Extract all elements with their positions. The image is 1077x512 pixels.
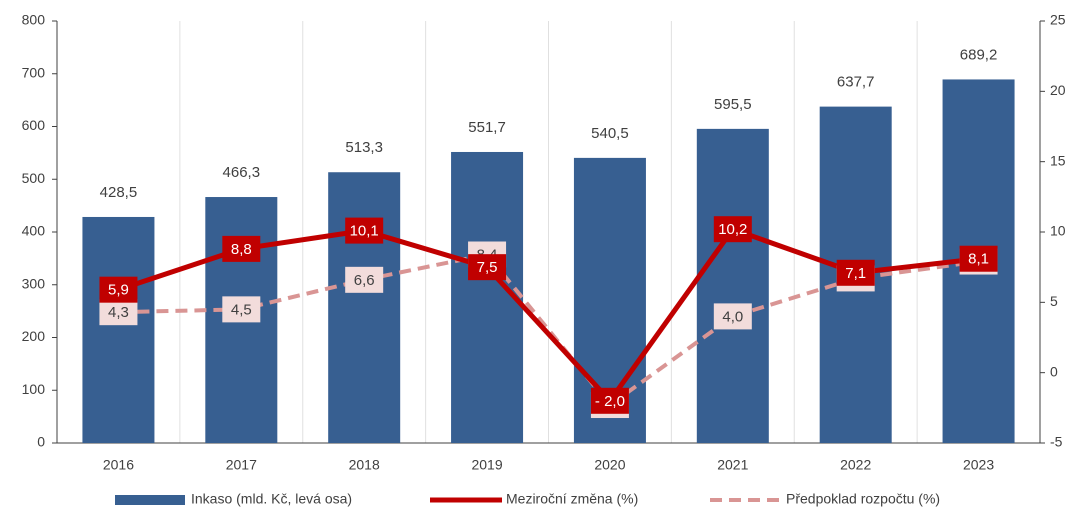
y2-tick-label: 20	[1050, 82, 1066, 98]
x-tick-label: 2022	[840, 457, 871, 473]
bar-value-label: 551,7	[468, 119, 506, 136]
line-value-label: 5,9	[108, 282, 129, 299]
y2-tick-label: 5	[1050, 293, 1058, 309]
line-label-box	[959, 245, 998, 272]
x-tick-label: 2023	[963, 457, 994, 473]
bar	[328, 172, 401, 443]
legend-label: Inkaso (mld. Kč, levá osa)	[191, 491, 352, 507]
y-tick-label: 200	[22, 328, 46, 344]
dashed-value-label: 6,6	[354, 272, 375, 289]
dashed-value-label: 4,5	[231, 301, 252, 318]
y2-tick-label: 10	[1050, 223, 1066, 239]
bar-value-label: 513,3	[345, 139, 383, 156]
y-tick-label: 0	[37, 434, 45, 450]
line-label-box	[836, 259, 875, 286]
dashed-label-box	[222, 296, 261, 323]
dashed-label-box	[713, 303, 752, 330]
line-value-label: - 2,0	[595, 393, 625, 410]
legend-label: Předpoklad rozpočtu (%)	[786, 491, 940, 507]
bar-value-label: 466,3	[223, 164, 261, 181]
y-tick-label: 300	[22, 275, 46, 291]
line-value-label: 10,2	[718, 221, 747, 238]
x-tick-label: 2020	[594, 457, 625, 473]
dashed-line	[118, 252, 979, 408]
line-value-label: 10,1	[350, 223, 379, 240]
y-tick-label: 700	[22, 64, 46, 80]
line-label-box	[222, 235, 261, 262]
y-tick-label: 600	[22, 117, 46, 133]
bar-value-label: 689,2	[960, 46, 998, 63]
line-label-box	[99, 276, 138, 303]
bar	[451, 151, 524, 443]
line	[117, 226, 979, 405]
line-value-label: 8,8	[231, 241, 252, 258]
y2-tick-label: 15	[1050, 152, 1066, 168]
dashed-value-label: 4,3	[108, 304, 129, 321]
y-tick-label: 800	[22, 12, 46, 28]
line-value-label: 8,1	[968, 251, 989, 268]
line-label-box	[345, 217, 384, 244]
y2-tick-label: -5	[1050, 434, 1063, 450]
legend-swatch	[115, 495, 185, 505]
x-tick-label: 2017	[226, 457, 257, 473]
line-label-box	[590, 387, 629, 414]
dashed-label-box	[99, 299, 138, 326]
line-label-box	[468, 254, 507, 281]
bar-value-label: 540,5	[591, 125, 629, 142]
dashed-value-label: 4,0	[722, 308, 743, 325]
bar-value-label: 428,5	[100, 184, 138, 201]
bar	[82, 216, 155, 443]
x-tick-label: 2018	[349, 457, 380, 473]
legend-label: Meziroční změna (%)	[506, 491, 638, 507]
y-tick-label: 100	[22, 381, 46, 397]
bar-value-label: 637,7	[837, 74, 875, 91]
y2-tick-label: 25	[1050, 12, 1066, 28]
y-tick-label: 400	[22, 223, 46, 239]
y2-tick-label: 0	[1050, 363, 1058, 379]
bar	[696, 128, 769, 443]
x-tick-label: 2021	[717, 457, 748, 473]
line-value-label: 7,5	[477, 259, 498, 276]
x-tick-label: 2019	[471, 457, 502, 473]
bar-value-label: 595,5	[714, 96, 752, 113]
y-tick-label: 500	[22, 170, 46, 186]
line-value-label: 7,1	[845, 265, 866, 282]
line-label-box	[713, 216, 752, 243]
dashed-label-box	[345, 266, 384, 293]
x-tick-label: 2016	[103, 457, 134, 473]
